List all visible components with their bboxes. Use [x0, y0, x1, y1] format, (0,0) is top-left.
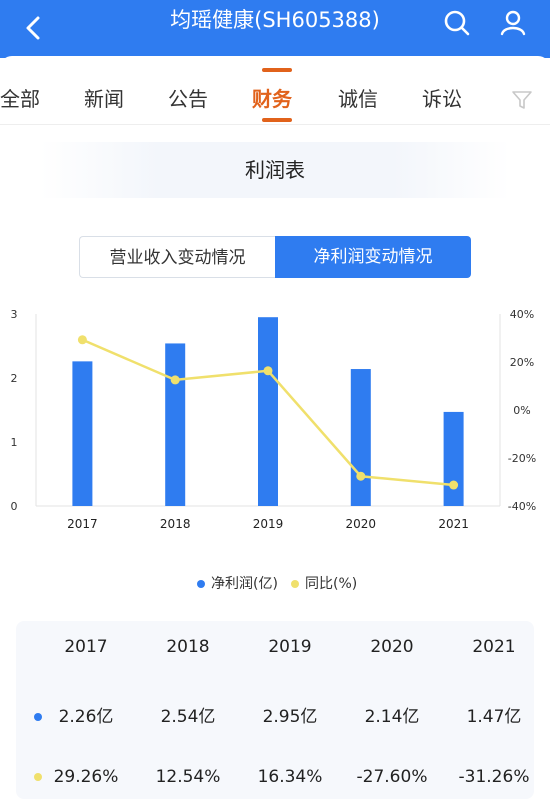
- x-tick-label: 2020: [346, 517, 377, 531]
- x-tick-label: 2018: [160, 517, 191, 531]
- left-tick-label: 2: [11, 372, 18, 385]
- line-point: [263, 366, 273, 376]
- table-header-year: 2019: [268, 637, 312, 657]
- tab-litigation[interactable]: 诉讼: [422, 87, 462, 111]
- yoy-cell: -27.60%: [356, 767, 428, 787]
- table-header-year: 2017: [64, 637, 108, 657]
- top-bar: 均瑶健康(SH605388): [0, 0, 550, 58]
- net-profit-cell: 2.95亿: [262, 707, 318, 727]
- left-tick-label: 3: [11, 308, 18, 321]
- chart-legend: 净利润(亿) 同比(%): [0, 569, 550, 599]
- user-icon[interactable]: [496, 6, 530, 40]
- yoy-cell: 29.26%: [53, 767, 119, 787]
- tab-all[interactable]: 全部: [0, 87, 40, 111]
- table-header-year: 2020: [370, 637, 414, 657]
- legend-bar-swatch: [197, 580, 205, 588]
- x-tick-label: 2019: [253, 517, 284, 531]
- page-title: 均瑶健康(SH605388): [170, 8, 380, 32]
- tab-news[interactable]: 新闻: [84, 87, 124, 111]
- filter-icon[interactable]: [510, 88, 534, 112]
- table-header-year: 2021: [472, 637, 516, 657]
- tab-finance[interactable]: 财务: [252, 87, 292, 111]
- bar: [258, 317, 278, 506]
- net-profit-change-toggle[interactable]: 净利润变动情况: [275, 236, 471, 278]
- right-tick-label: -40%: [508, 500, 536, 513]
- table-header-year: 2018: [166, 637, 210, 657]
- x-tick-label: 2021: [438, 517, 469, 531]
- bar: [443, 411, 464, 506]
- right-tick-label: 40%: [510, 308, 534, 321]
- net-profit-cell: 2.14亿: [364, 707, 420, 727]
- x-tick-label: 2017: [67, 517, 98, 531]
- section-title-background: [40, 142, 510, 198]
- tab-bar: 全部 新闻 公告 财务 诚信 诉讼: [0, 56, 550, 125]
- line-point: [356, 471, 366, 481]
- right-tick-label: 20%: [510, 356, 534, 369]
- legend-line-swatch: [291, 580, 299, 588]
- tab-top-indicator: [262, 68, 292, 72]
- legend-net-profit: 净利润(亿): [211, 576, 278, 592]
- yoy-cell: -31.26%: [458, 767, 530, 787]
- line-point: [170, 375, 180, 385]
- bar: [350, 369, 371, 506]
- net-profit-cell: 2.26亿: [58, 707, 114, 727]
- left-tick-label: 1: [11, 436, 18, 449]
- right-tick-label: -20%: [508, 452, 536, 465]
- content-panel: 全部 新闻 公告 财务 诚信 诉讼 利润表 营业收入变动情况 净利润变动情况 0…: [0, 56, 550, 799]
- net-profit-row-dot: [34, 713, 42, 721]
- tab-integrity[interactable]: 诚信: [338, 87, 378, 111]
- line-point: [449, 480, 459, 490]
- yoy-row-dot: [34, 773, 42, 781]
- bar: [165, 343, 186, 506]
- section-title: 利润表: [245, 158, 305, 182]
- net-profit-cell: 2.54亿: [160, 707, 216, 727]
- search-icon[interactable]: [440, 6, 474, 40]
- legend-yoy: 同比(%): [305, 576, 358, 592]
- net-profit-cell: 1.47亿: [466, 707, 522, 727]
- line-point: [77, 335, 87, 345]
- back-arrow-icon[interactable]: [18, 12, 50, 44]
- tab-announcements[interactable]: 公告: [168, 87, 208, 111]
- data-table: 2017 2018 2019 2020 2021 2.26亿 2.54亿 2.95亿 2.14亿…: [16, 621, 534, 799]
- yoy-cell: 12.54%: [155, 767, 221, 787]
- right-tick-label: 0%: [513, 404, 530, 417]
- left-tick-label: 0: [11, 500, 18, 513]
- yoy-cell: 16.34%: [257, 767, 323, 787]
- revenue-change-toggle[interactable]: 营业收入变动情况: [79, 236, 275, 278]
- bar: [72, 361, 93, 506]
- active-tab-indicator: [262, 118, 292, 122]
- net-profit-chart: 0 1 2 3 40% 20% 0% -20% -40% 2017 2018 2019 2020 2021: [11, 308, 537, 531]
